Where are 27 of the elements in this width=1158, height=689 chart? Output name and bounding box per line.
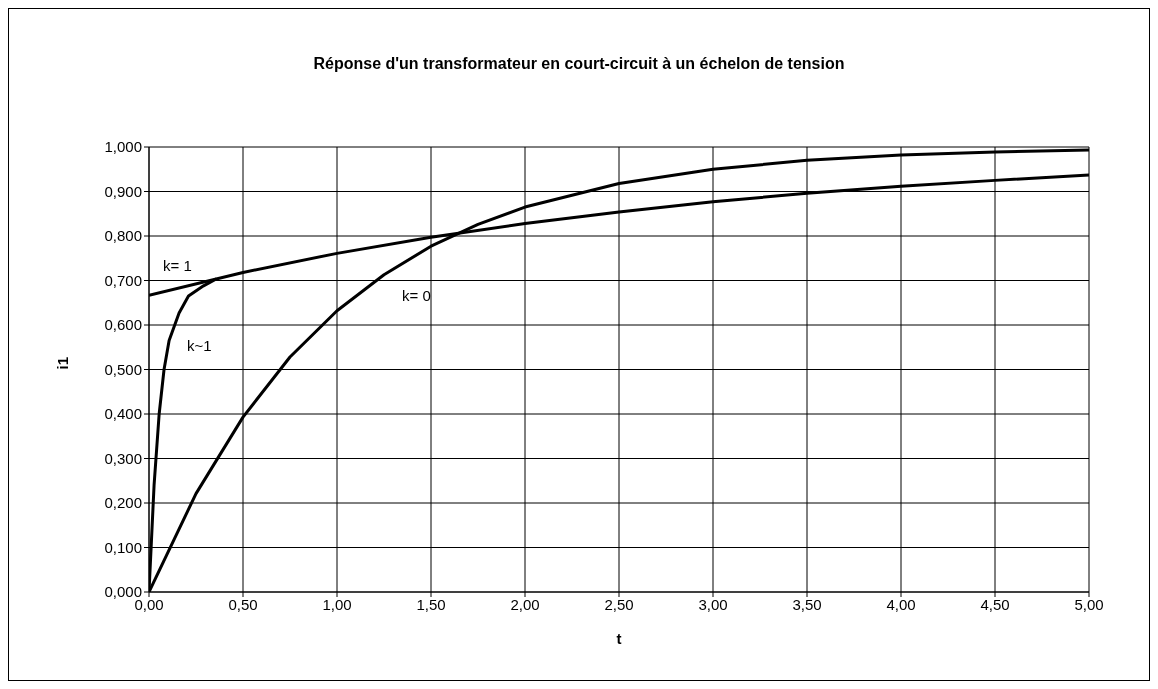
x-tick-label: 4,00	[886, 595, 916, 613]
x-tick-label: 0,50	[228, 595, 258, 613]
x-tick-label: 4,50	[980, 595, 1010, 613]
x-tick-label: 2,00	[510, 595, 540, 613]
y-tick-label: 0,000	[104, 583, 142, 601]
x-tick-label: 2,50	[604, 595, 634, 613]
y-tick-label: 0,800	[104, 227, 142, 245]
y-tick-label: 0,900	[104, 182, 142, 200]
y-tick-label: 0,100	[104, 538, 142, 556]
x-tick-label: 3,00	[698, 595, 728, 613]
y-tick-label: 0,200	[104, 494, 142, 512]
x-tick-label: 1,00	[322, 595, 352, 613]
chart-title: Réponse d'un transformateur en court-circuit à un échelon de tension	[312, 55, 846, 73]
y-tick-label: 0,600	[104, 316, 142, 334]
y-tick-label: 0,700	[104, 271, 142, 289]
y-tick-label: 0,400	[104, 405, 142, 423]
y-tick-label: 0,300	[104, 449, 142, 467]
series-label: k= 1	[163, 257, 192, 275]
series-label: k~1	[187, 336, 212, 354]
x-axis-title: t	[616, 630, 622, 647]
x-tick-label: 5,00	[1074, 595, 1104, 613]
series-label: k= 0	[402, 286, 431, 304]
x-tick-label: 1,50	[416, 595, 446, 613]
y-tick-label: 1,000	[104, 138, 142, 156]
y-tick-label: 0,500	[104, 360, 142, 378]
y-axis-title: i1	[54, 356, 72, 370]
x-tick-label: 3,50	[792, 595, 822, 613]
